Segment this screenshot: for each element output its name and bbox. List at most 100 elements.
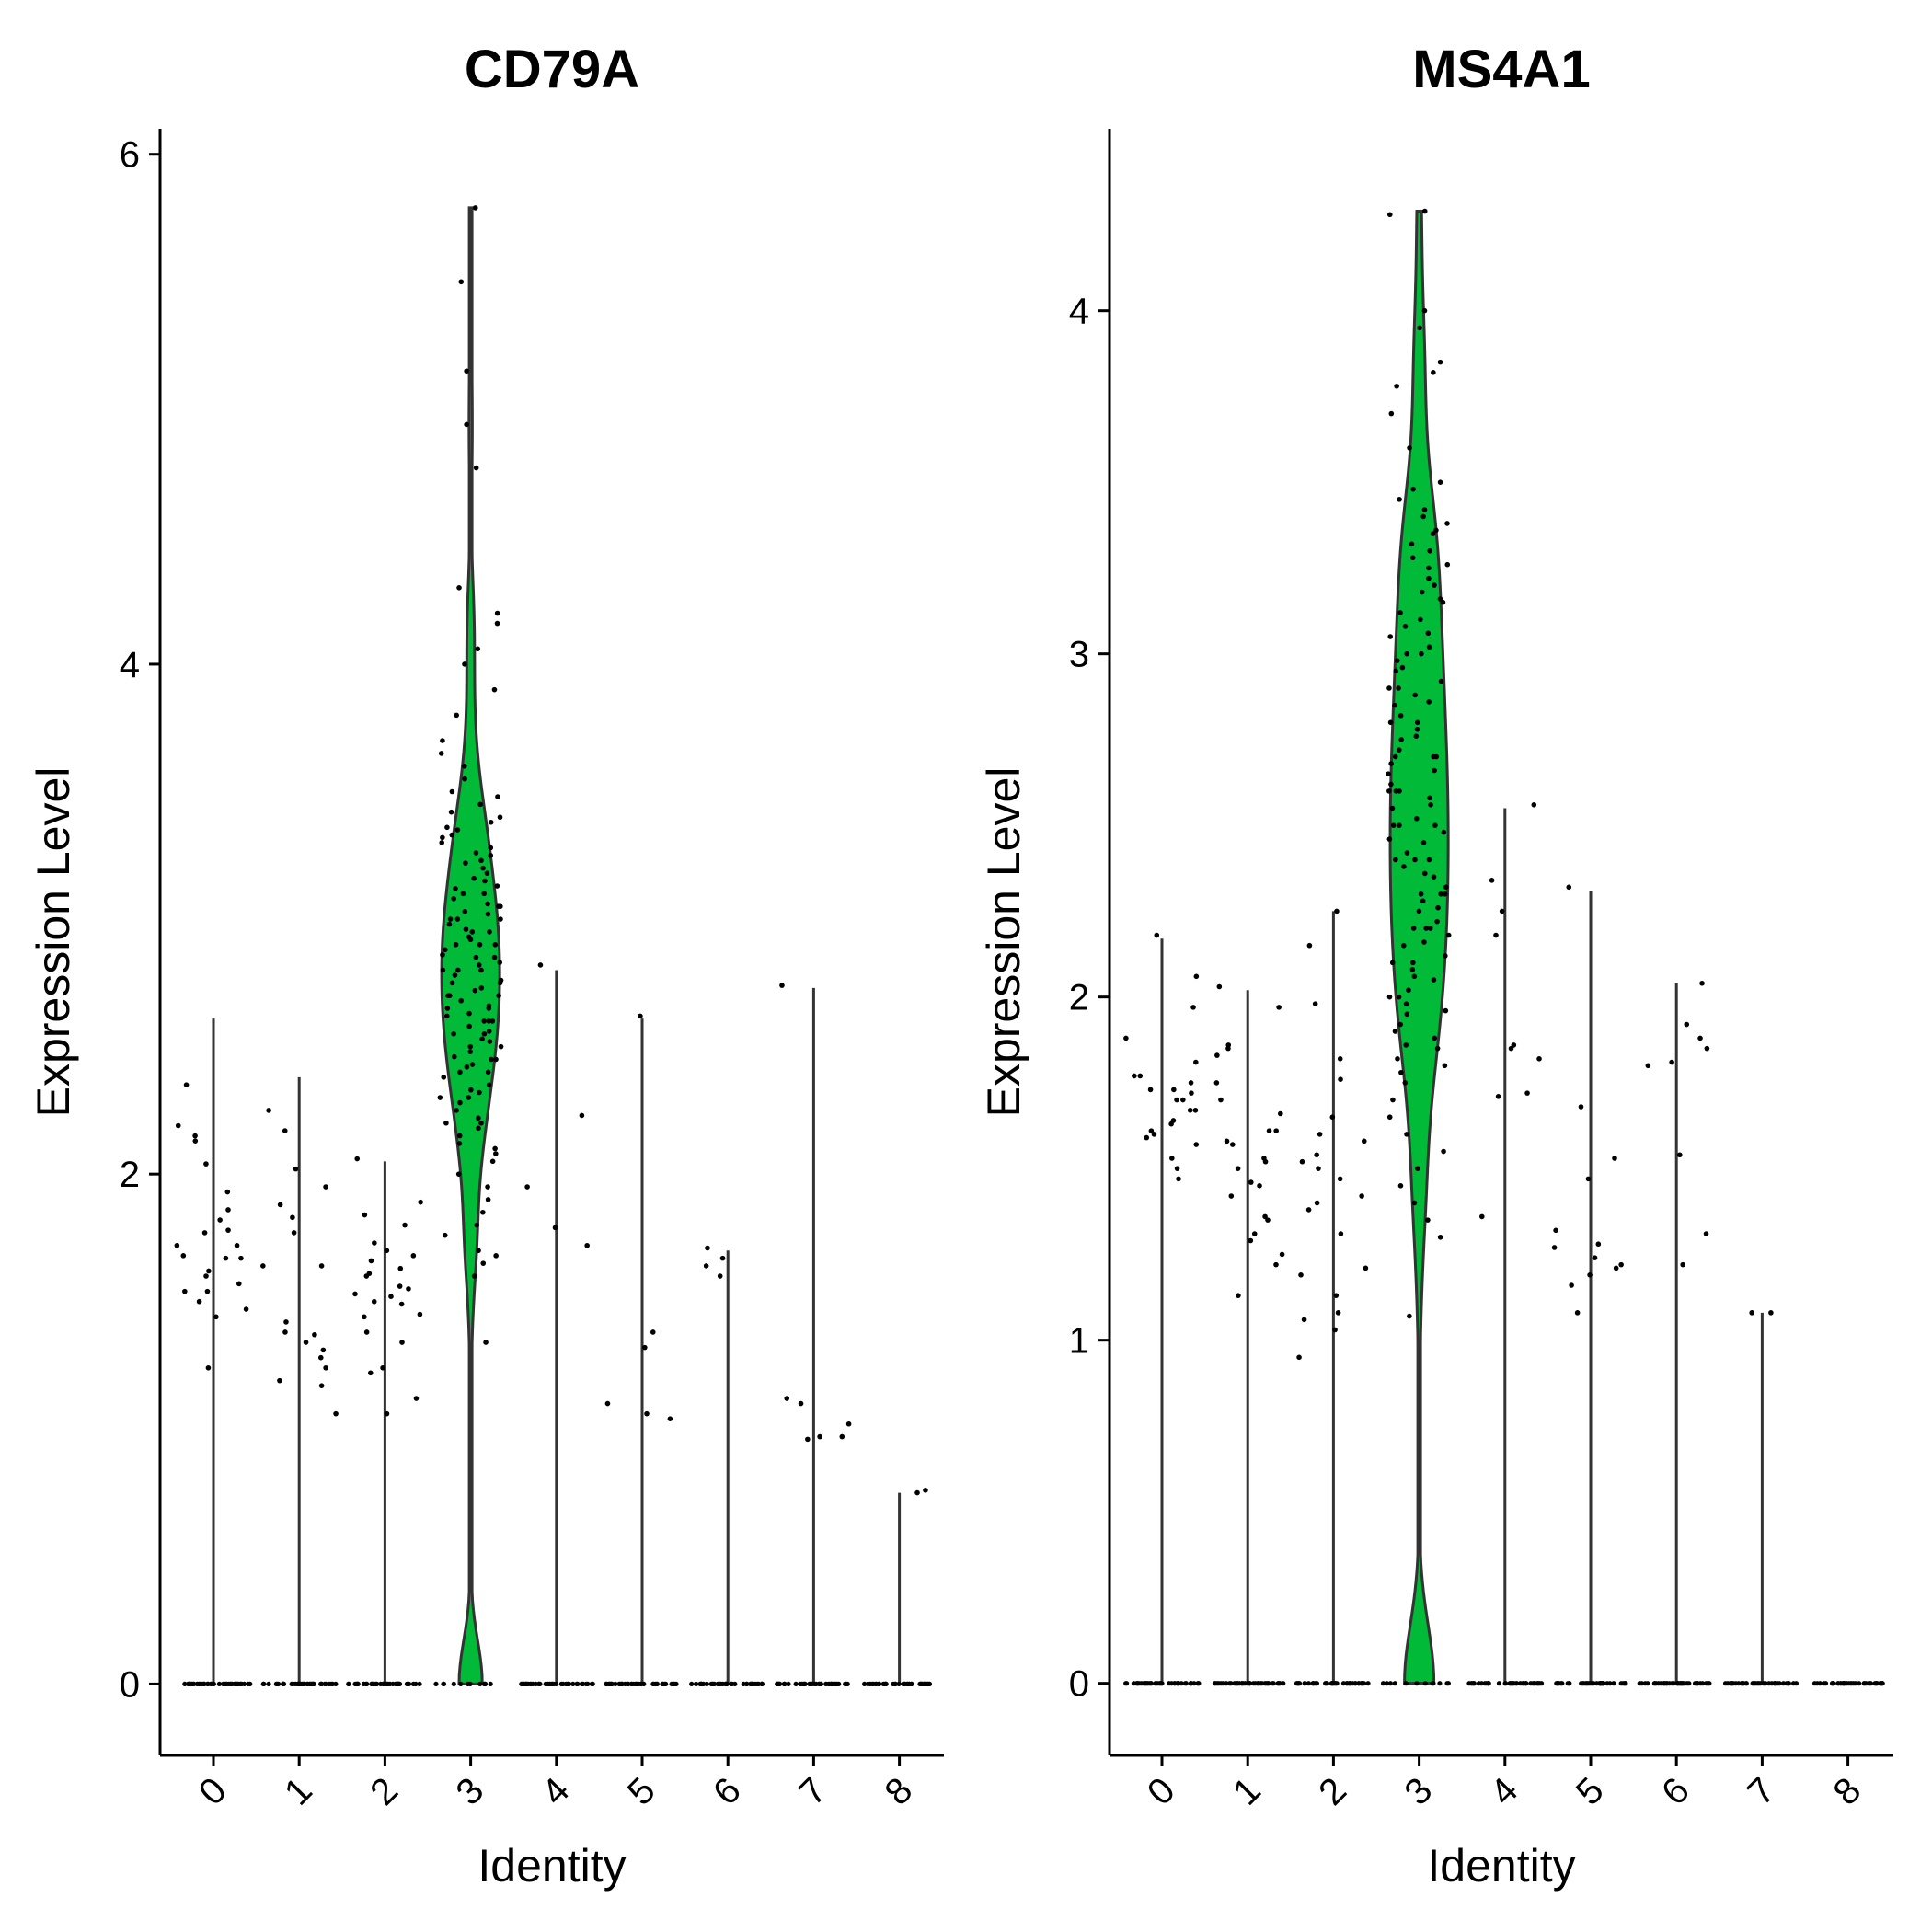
point-3-zero	[482, 1681, 489, 1687]
point-3	[480, 1209, 486, 1215]
point-0-zero	[1175, 1681, 1180, 1686]
point-0	[243, 1306, 249, 1312]
point-8-zero	[880, 1681, 886, 1687]
point-8-zero	[1851, 1681, 1857, 1686]
point-3	[1437, 596, 1443, 602]
point-3	[466, 1095, 472, 1100]
point-2	[372, 1240, 377, 1246]
point-3	[491, 954, 498, 960]
point-3	[1394, 383, 1399, 389]
point-8-zero	[1837, 1681, 1844, 1686]
point-0-zero	[238, 1681, 244, 1687]
point-8-zero	[876, 1681, 881, 1687]
point-5-zero	[1600, 1681, 1605, 1686]
point-3	[485, 1197, 491, 1202]
point-3	[476, 1115, 481, 1121]
point-6-zero	[700, 1681, 707, 1687]
point-6-zero	[1645, 1681, 1650, 1686]
point-3	[1444, 561, 1451, 568]
x-tick-label: 2	[1311, 1770, 1354, 1813]
point-7	[845, 1420, 852, 1427]
point-4-zero	[524, 1681, 530, 1687]
point-3	[492, 1145, 498, 1152]
point-2-zero	[1313, 1681, 1318, 1686]
point-2	[410, 1253, 417, 1259]
point-2	[367, 1370, 374, 1376]
point-3	[1421, 307, 1428, 314]
point-3	[476, 1125, 481, 1132]
point-0-zero	[182, 1681, 188, 1687]
point-1	[1218, 1097, 1224, 1103]
point-6-zero	[1674, 1681, 1680, 1686]
point-0-zero	[1123, 1681, 1129, 1686]
point-3	[454, 1108, 459, 1113]
point-6	[1704, 1045, 1710, 1052]
point-8-zero	[904, 1681, 911, 1687]
point-5-zero	[1623, 1681, 1628, 1686]
point-4-zero	[1502, 1681, 1508, 1686]
point-1	[1214, 1052, 1220, 1058]
point-3	[477, 801, 483, 808]
point-2	[354, 1156, 361, 1162]
point-2	[362, 1212, 368, 1218]
point-3-zero	[1380, 1681, 1386, 1686]
point-3	[1388, 410, 1395, 417]
point-3	[1392, 1029, 1398, 1034]
point-3	[478, 857, 484, 864]
point-3	[449, 980, 455, 986]
point-1-zero	[318, 1681, 324, 1687]
point-4-zero	[1486, 1681, 1491, 1686]
point-5-zero	[1583, 1681, 1589, 1686]
point-3	[1426, 575, 1432, 581]
point-3	[1400, 942, 1407, 949]
point-0	[201, 1230, 208, 1236]
point-5-zero	[1555, 1681, 1560, 1686]
chart-title: CD79A	[465, 40, 639, 99]
point-6	[719, 1255, 726, 1261]
point-5-zero	[1604, 1681, 1610, 1686]
point-0	[1193, 1059, 1199, 1065]
point-1	[277, 1377, 282, 1384]
point-3	[469, 929, 476, 935]
point-8-zero	[1867, 1681, 1872, 1686]
point-3	[1411, 1200, 1418, 1206]
point-5	[1612, 1156, 1617, 1161]
point-5-zero	[636, 1681, 641, 1687]
point-7-zero	[836, 1681, 842, 1687]
point-8	[923, 1487, 928, 1493]
point-3	[1431, 874, 1437, 880]
point-4	[537, 962, 544, 968]
point-1	[1216, 983, 1223, 990]
point-1	[1224, 1138, 1230, 1144]
point-3	[1396, 994, 1402, 1000]
point-7-zero	[1743, 1681, 1749, 1686]
point-0-zero	[1182, 1681, 1188, 1686]
point-3	[466, 1023, 472, 1029]
point-3	[440, 738, 445, 743]
point-2	[1298, 1272, 1304, 1278]
point-3	[1388, 761, 1394, 766]
point-4-zero	[566, 1681, 571, 1687]
point-1	[277, 1202, 283, 1208]
point-3	[451, 896, 456, 902]
point-1-zero	[1228, 1681, 1234, 1686]
x-tick-label: 0	[1140, 1770, 1183, 1813]
point-5	[1574, 1310, 1581, 1316]
point-3-zero	[1422, 1681, 1428, 1686]
y-tick-label: 6	[120, 135, 140, 176]
point-0	[1174, 1097, 1179, 1103]
point-1	[318, 1263, 325, 1269]
x-tick-label: 3	[1397, 1770, 1440, 1813]
point-1	[282, 1128, 288, 1133]
point-0-zero	[201, 1681, 207, 1687]
point-0-zero	[216, 1681, 223, 1687]
point-2	[1333, 1293, 1340, 1298]
point-3	[1442, 891, 1448, 897]
point-6-zero	[704, 1681, 709, 1687]
point-0	[217, 1217, 223, 1223]
point-1	[323, 1184, 328, 1190]
point-0	[203, 1161, 209, 1167]
point-3	[460, 891, 466, 897]
point-3	[482, 878, 488, 884]
point-0-zero	[246, 1681, 251, 1687]
